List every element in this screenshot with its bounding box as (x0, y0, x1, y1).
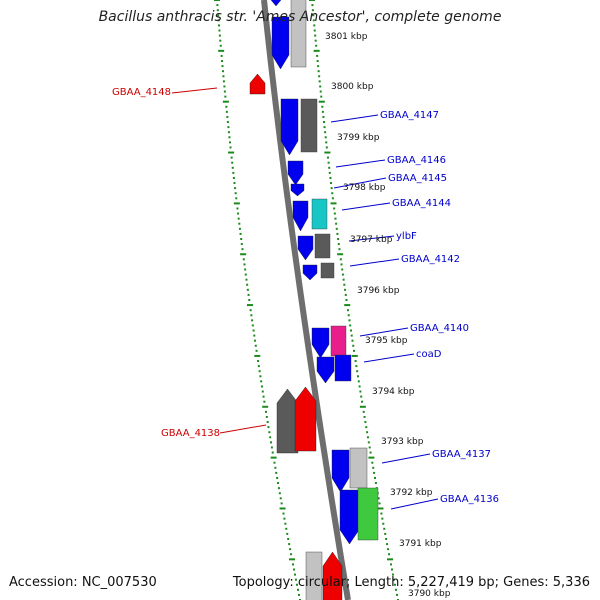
gene-feature[interactable] (330, 325, 347, 357)
gene-label-ylbf[interactable]: ylbF (396, 231, 417, 242)
gene-label-coad[interactable]: coaD (416, 349, 442, 360)
label-leader-line (363, 353, 415, 363)
gene-label-gbaa-4137[interactable]: GBAA_4137 (432, 449, 491, 460)
accession-info: Accession: NC_007530 (9, 575, 157, 590)
label-leader-line (330, 114, 379, 123)
label-leader-line (171, 87, 218, 94)
gene-feature[interactable] (290, 0, 307, 68)
gene-feature[interactable] (271, 16, 290, 70)
kbp-label: 3798 kbp (343, 183, 386, 193)
gene-label-gbaa-4147[interactable]: GBAA_4147 (380, 110, 439, 121)
kbp-label: 3801 kbp (325, 32, 368, 42)
gene-label-gbaa-4138[interactable]: GBAA_4138 (161, 428, 220, 439)
kbp-label: 3796 kbp (357, 286, 400, 296)
label-leader-line (359, 327, 409, 337)
gene-feature-gbaa-4147[interactable] (280, 98, 299, 156)
gene-feature[interactable] (300, 98, 318, 153)
gene-feature-gbaa-4146[interactable] (287, 160, 304, 186)
gene-feature[interactable] (320, 262, 335, 279)
gene-feature-coad[interactable] (316, 356, 335, 384)
gene-label-gbaa-4145[interactable]: GBAA_4145 (388, 173, 447, 184)
kbp-label: 3794 kbp (372, 387, 415, 397)
label-leader-line (390, 498, 439, 510)
kbp-label: 3792 kbp (390, 488, 433, 498)
gene-feature[interactable] (305, 551, 323, 600)
label-leader-line (349, 258, 400, 267)
gene-feature[interactable] (314, 233, 331, 259)
gene-feature[interactable] (349, 447, 368, 489)
gene-feature-gbaa-4148[interactable] (249, 73, 266, 95)
label-leader-line (341, 202, 391, 211)
gene-feature[interactable] (357, 487, 379, 541)
label-leader-line (381, 453, 431, 464)
label-leader-line (348, 235, 395, 242)
gene-label-gbaa-4136[interactable]: GBAA_4136 (440, 494, 499, 505)
label-leader-line (333, 177, 387, 189)
gene-label-gbaa-4146[interactable]: GBAA_4146 (387, 155, 446, 166)
gene-feature-gbaa-4140[interactable] (311, 327, 330, 359)
label-leader-line (335, 159, 386, 168)
gene-feature[interactable] (322, 551, 343, 600)
gene-feature-gbaa-4137[interactable] (331, 449, 350, 493)
kbp-label: 3791 kbp (399, 539, 442, 549)
gene-feature-gbaa-4145[interactable] (290, 183, 305, 197)
gene-label-gbaa-4140[interactable]: GBAA_4140 (410, 323, 469, 334)
gene-feature[interactable] (334, 354, 352, 382)
kbp-label: 3799 kbp (337, 133, 380, 143)
gene-feature-gbaa-4136[interactable] (339, 489, 360, 545)
gene-label-gbaa-4142[interactable]: GBAA_4142 (401, 254, 460, 265)
gene-label-gbaa-4144[interactable]: GBAA_4144 (392, 198, 451, 209)
kbp-label: 3800 kbp (331, 82, 374, 92)
gene-feature[interactable] (311, 198, 328, 230)
kbp-label: 3797 kbp (350, 235, 393, 245)
gene-feature-gbaa-4142[interactable] (302, 264, 318, 281)
kbp-label: 3795 kbp (365, 336, 408, 346)
gene-feature-gbaa-4138[interactable] (294, 386, 317, 452)
gene-feature[interactable] (270, 0, 282, 7)
kbp-label: 3793 kbp (381, 437, 424, 447)
genome-summary: Topology: circular; Length: 5,227,419 bp… (232, 575, 590, 590)
label-leader-line (219, 424, 267, 434)
gene-feature-gbaa-4144[interactable] (292, 200, 309, 232)
gene-feature-ylbf[interactable] (297, 235, 314, 261)
genome-backbone (261, 0, 351, 600)
kbp-label: 3790 kbp (408, 589, 451, 599)
genome-title: Bacillus anthracis str. 'Ames Ancestor',… (98, 9, 502, 25)
gene-label-gbaa-4148[interactable]: GBAA_4148 (112, 87, 171, 98)
